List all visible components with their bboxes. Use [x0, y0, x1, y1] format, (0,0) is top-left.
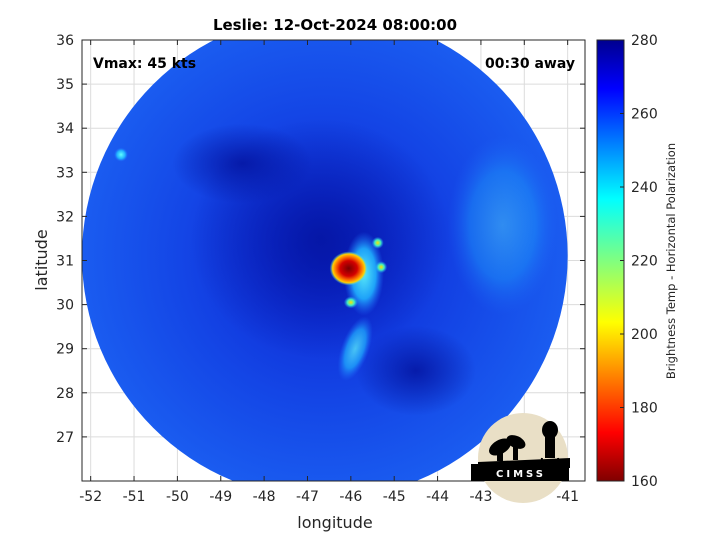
- y-tick-label: 27: [56, 430, 74, 446]
- y-tick-label: 30: [56, 298, 74, 314]
- x-tick-label: -51: [123, 489, 146, 505]
- colorbar-tick-label: 280: [631, 33, 658, 49]
- x-tick-label: -46: [339, 489, 362, 505]
- colorbar-ticks: 160 180 200 220 240 260 280: [620, 33, 658, 490]
- colorbar-tick-label: 160: [631, 474, 658, 490]
- x-axis-label: longitude: [297, 513, 372, 532]
- colorbar-label: Brightness Temp - Horizontal Polarizatio…: [664, 143, 678, 379]
- x-tick-label: -47: [296, 489, 319, 505]
- colorbar-tick-label: 200: [631, 327, 658, 343]
- outer-band: [447, 135, 558, 316]
- cloud-band: [355, 325, 476, 416]
- x-tick-label: -41: [556, 489, 579, 505]
- y-tick-label: 34: [56, 121, 74, 137]
- cimss-logo: CIMSS: [471, 413, 570, 503]
- x-tick-label: -45: [383, 489, 406, 505]
- y-tick-label: 35: [56, 77, 74, 93]
- temp-feature: [343, 296, 358, 309]
- temp-feature: [114, 147, 129, 162]
- y-axis-label: latitude: [32, 229, 51, 290]
- y-axis-ticks: 27 28 29 30 31 32 33 34 35 36: [56, 33, 585, 446]
- vmax-annotation: Vmax: 45 kts: [93, 56, 196, 72]
- y-tick-label: 33: [56, 165, 74, 181]
- temp-feature: [371, 236, 384, 249]
- cloud-band: [172, 123, 313, 204]
- y-tick-label: 32: [56, 209, 74, 225]
- x-tick-label: -49: [209, 489, 232, 505]
- colorbar: [596, 39, 625, 482]
- y-tick-label: 28: [56, 386, 74, 402]
- y-tick-label: 29: [56, 342, 74, 358]
- colorbar-tick-label: 180: [631, 401, 658, 417]
- brightness-temp-field: [82, 40, 568, 481]
- time-away-annotation: 00:30 away: [485, 56, 575, 72]
- y-tick-label: 31: [56, 254, 74, 270]
- x-tick-label: -48: [253, 489, 276, 505]
- x-tick-label: -50: [166, 489, 189, 505]
- x-tick-label: -44: [426, 489, 449, 505]
- y-tick-label: 36: [56, 33, 74, 49]
- x-axis-ticks: -52-51-50-49-48-47-46-45-44-43-42-41: [79, 40, 579, 505]
- colorbar-tick-label: 240: [631, 180, 658, 196]
- rain-band: [337, 316, 373, 382]
- colorbar-tick-label: 260: [631, 107, 658, 123]
- temp-feature: [375, 261, 388, 274]
- colorbar-tick-label: 220: [631, 254, 658, 270]
- logo-banner: [471, 464, 569, 481]
- chart-title: Leslie: 12-Oct-2024 08:00:00: [213, 16, 457, 34]
- temp-feature: [329, 251, 368, 286]
- logo-text: CIMSS: [496, 469, 546, 480]
- x-tick-label: -52: [79, 489, 102, 505]
- x-tick-label: -43: [469, 489, 492, 505]
